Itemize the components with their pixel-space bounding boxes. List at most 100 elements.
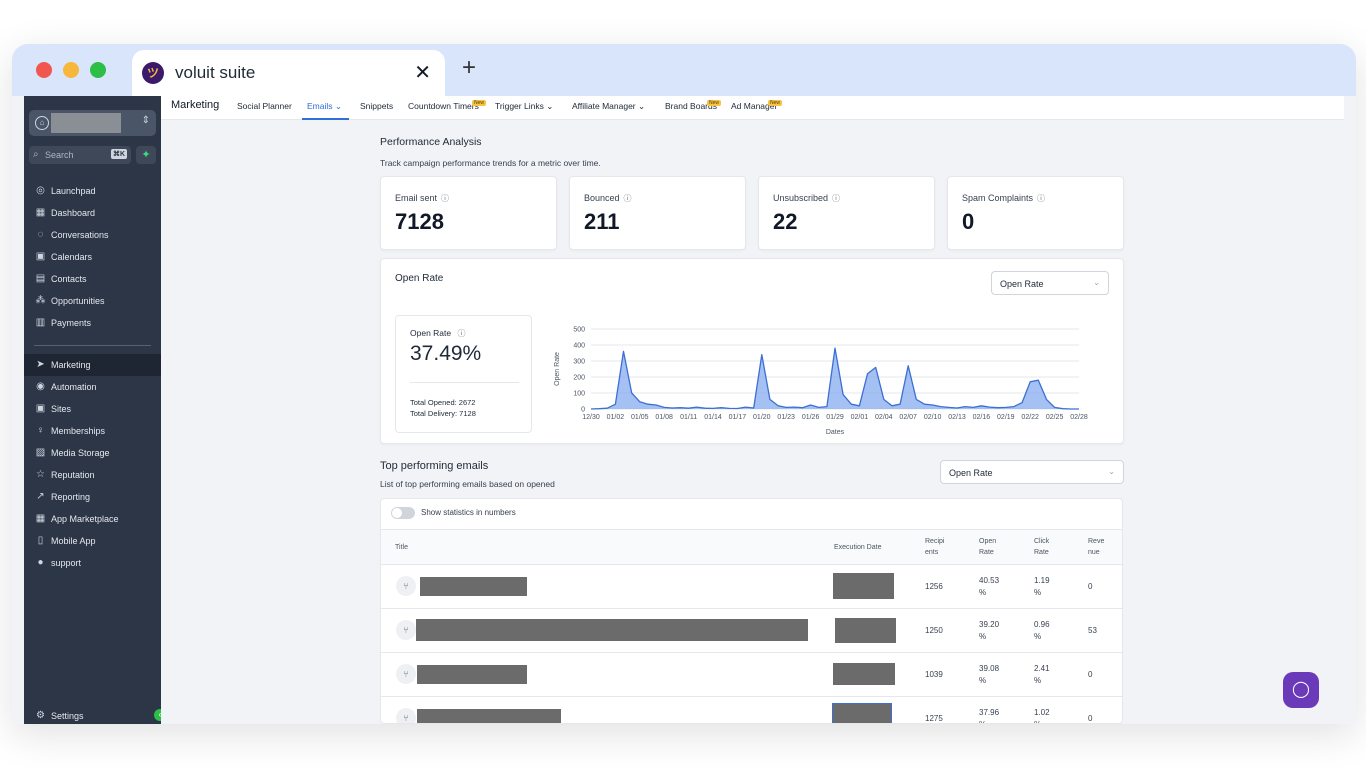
- tab-emails-label: Emails: [307, 101, 333, 111]
- info-icon[interactable]: ⓘ: [457, 329, 466, 338]
- account-switcher[interactable]: ⌂ ⇕: [29, 110, 156, 136]
- open-rate-summary: Open Rate ⓘ 37.49% Total Opened: 2672 To…: [395, 315, 532, 433]
- chevron-down-icon: ⌄: [546, 101, 554, 111]
- header-click-rate[interactable]: Click Rate: [1034, 538, 1050, 556]
- table-row[interactable]: ⑂ 1250 39.20 % 0.96 % 53: [381, 609, 1122, 653]
- stats-numbers-toggle[interactable]: [391, 507, 415, 519]
- header-open-rate[interactable]: Open Rate: [979, 538, 997, 556]
- x-tick-label: 01/29: [826, 414, 844, 421]
- table-row[interactable]: ⑂ 1039 39.08 % 2.41 % 0: [381, 653, 1122, 697]
- top-emails-subtitle: List of top performing emails based on o…: [380, 479, 555, 489]
- sidebar: ⌂ ⇕ ⌕ Search ⌘K ✦ ◎ Launchpad ▦ Dashboard …: [24, 96, 166, 724]
- tab-brand-boards[interactable]: Brand Boards New: [665, 100, 722, 111]
- x-tick-label: 02/25: [1046, 414, 1064, 421]
- new-tab-icon[interactable]: +: [462, 54, 477, 81]
- tab-trigger-links[interactable]: Trigger Links ⌄: [495, 101, 553, 112]
- cell-click-rate: 0.96 %: [1034, 620, 1050, 641]
- cell-recipients: 1256: [925, 582, 943, 591]
- info-icon[interactable]: ⓘ: [623, 194, 632, 203]
- sidebar-item-automation[interactable]: ◉ Automation: [36, 381, 97, 392]
- metric-select[interactable]: Open Rate ⌄: [991, 271, 1109, 295]
- browser-window: ツ voluit suite ✕ + ⌂ ⇕ ⌕ Search ⌘K ✦ ◎ La…: [12, 44, 1356, 724]
- info-icon[interactable]: ⓘ: [441, 194, 450, 203]
- media-icon: ▨: [35, 447, 46, 458]
- y-tick-label: 400: [573, 343, 585, 350]
- contacts-icon: ▤: [35, 273, 46, 284]
- table-header: Title Execution Date Recipi ents Open Ra…: [381, 529, 1122, 565]
- open-rate-title: Open Rate: [395, 273, 444, 284]
- cell-open-rate: 39.08 %: [979, 664, 1000, 685]
- execution-date-redacted: [833, 663, 895, 685]
- sidebar-item-calendars[interactable]: ▣ Calendars: [35, 251, 93, 262]
- tab-ad-manager[interactable]: Ad Manager New: [731, 100, 783, 111]
- workflow-icon: ⑂: [396, 664, 416, 684]
- stat-card-email-sent: Email sent ⓘ 7128: [380, 176, 557, 250]
- x-tick-label: 02/04: [875, 414, 893, 421]
- open-rate-panel: Open Rate Open Rate ⌄ Open Rate ⓘ 37.49%…: [380, 258, 1124, 444]
- sidebar-item-payments[interactable]: ▥ Payments: [35, 317, 92, 328]
- tab-countdown-timers[interactable]: Countdown Timers New: [408, 100, 487, 111]
- header-execution-date[interactable]: Execution Date: [834, 544, 882, 551]
- x-tick-label: 02/10: [924, 414, 942, 421]
- total-opened: Total Opened: 2672: [410, 398, 476, 407]
- chevron-updown-icon: ⇕: [141, 115, 150, 126]
- table-row[interactable]: ⑂ 1256 40.53 % 1.19 % 0: [381, 565, 1122, 609]
- info-icon[interactable]: ⓘ: [1037, 194, 1046, 203]
- sidebar-item-support[interactable]: ● support: [24, 552, 161, 574]
- table-row[interactable]: ⑂ 1275 37.96 % 1.02 % 0: [381, 697, 1122, 723]
- support-chat-button[interactable]: ◯: [1283, 672, 1319, 708]
- sites-icon: ▣: [35, 403, 46, 414]
- stat-card-unsubscribed: Unsubscribed ⓘ 22: [758, 176, 935, 250]
- cell-open-rate: 37.96 %: [979, 708, 1000, 723]
- tab-title: voluit suite: [175, 63, 256, 82]
- sidebar-item-contacts[interactable]: ▤ Contacts: [35, 273, 87, 284]
- workflow-icon: ⑂: [396, 620, 416, 640]
- info-icon[interactable]: ⓘ: [832, 194, 841, 203]
- x-axis-label: Dates: [826, 429, 845, 436]
- summary-value: 37.49%: [410, 342, 482, 365]
- header-recipients[interactable]: Recipi ents: [925, 538, 945, 556]
- marketing-top-nav: Marketing Social Planner Emails ⌄ Snippe…: [161, 96, 1344, 120]
- sidebar-item-conversations[interactable]: ◌ Conversations: [24, 224, 161, 246]
- sidebar-item-opportunities[interactable]: ⁂ Opportunities: [35, 295, 105, 306]
- sidebar-item-mobile-app[interactable]: ▯ Mobile App: [24, 530, 161, 552]
- tab-affiliate-manager[interactable]: Affiliate Manager ⌄: [572, 101, 645, 112]
- x-tick-label: 01/02: [607, 414, 625, 421]
- tab-snippets[interactable]: Snippets: [360, 101, 394, 111]
- sidebar-item-memberships[interactable]: ♀ Memberships: [36, 425, 106, 436]
- execution-date-redacted: [832, 703, 892, 723]
- x-tick-label: 01/05: [631, 414, 649, 421]
- minimize-window-button[interactable]: [63, 62, 79, 78]
- tab-emails[interactable]: Emails ⌄: [307, 101, 342, 112]
- sidebar-item-settings[interactable]: ⚙ Settings: [36, 710, 84, 721]
- x-tick-label: 12/30: [582, 414, 600, 421]
- sidebar-item-marketing[interactable]: ➤ Marketing: [24, 354, 161, 376]
- x-tick-label: 01/08: [655, 414, 673, 421]
- close-window-button[interactable]: [36, 62, 52, 78]
- sidebar-item-launchpad[interactable]: ◎ Launchpad: [36, 185, 96, 196]
- sidebar-search[interactable]: ⌕ Search ⌘K: [29, 146, 131, 164]
- close-tab-icon[interactable]: ✕: [414, 62, 431, 84]
- y-axis-label: Open Rate: [554, 352, 561, 386]
- browser-tab[interactable]: ツ voluit suite ✕: [132, 50, 445, 96]
- header-title[interactable]: Title: [395, 544, 408, 551]
- sidebar-item-reputation[interactable]: ☆ Reputation: [36, 469, 95, 480]
- y-tick-label: 0: [581, 407, 585, 414]
- summary-divider: [410, 382, 519, 383]
- sidebar-item-dashboard[interactable]: ▦ Dashboard: [35, 207, 96, 218]
- tab-social-planner[interactable]: Social Planner: [237, 101, 292, 111]
- sidebar-item-sites[interactable]: ▣ Sites: [35, 403, 72, 414]
- x-tick-label: 02/19: [997, 414, 1015, 421]
- maximize-window-button[interactable]: [90, 62, 106, 78]
- sidebar-item-media-storage[interactable]: ▨ Media Storage: [35, 447, 110, 458]
- tab-trigger-links-label: Trigger Links: [495, 101, 544, 111]
- sidebar-item-reporting[interactable]: ↗ Reporting: [36, 491, 91, 502]
- payments-icon: ▥: [35, 317, 46, 328]
- top-emails-sort-select[interactable]: Open Rate ⌄: [940, 460, 1124, 484]
- stat-label-text: Email sent: [395, 193, 438, 203]
- ai-spark-icon[interactable]: ✦: [136, 146, 156, 164]
- stat-card-spam-complaints: Spam Complaints ⓘ 0: [947, 176, 1124, 250]
- header-revenue[interactable]: Reve nue: [1088, 538, 1105, 556]
- sidebar-item-app-marketplace[interactable]: ▦ App Marketplace: [35, 513, 119, 524]
- automation-icon: ◉: [36, 381, 45, 392]
